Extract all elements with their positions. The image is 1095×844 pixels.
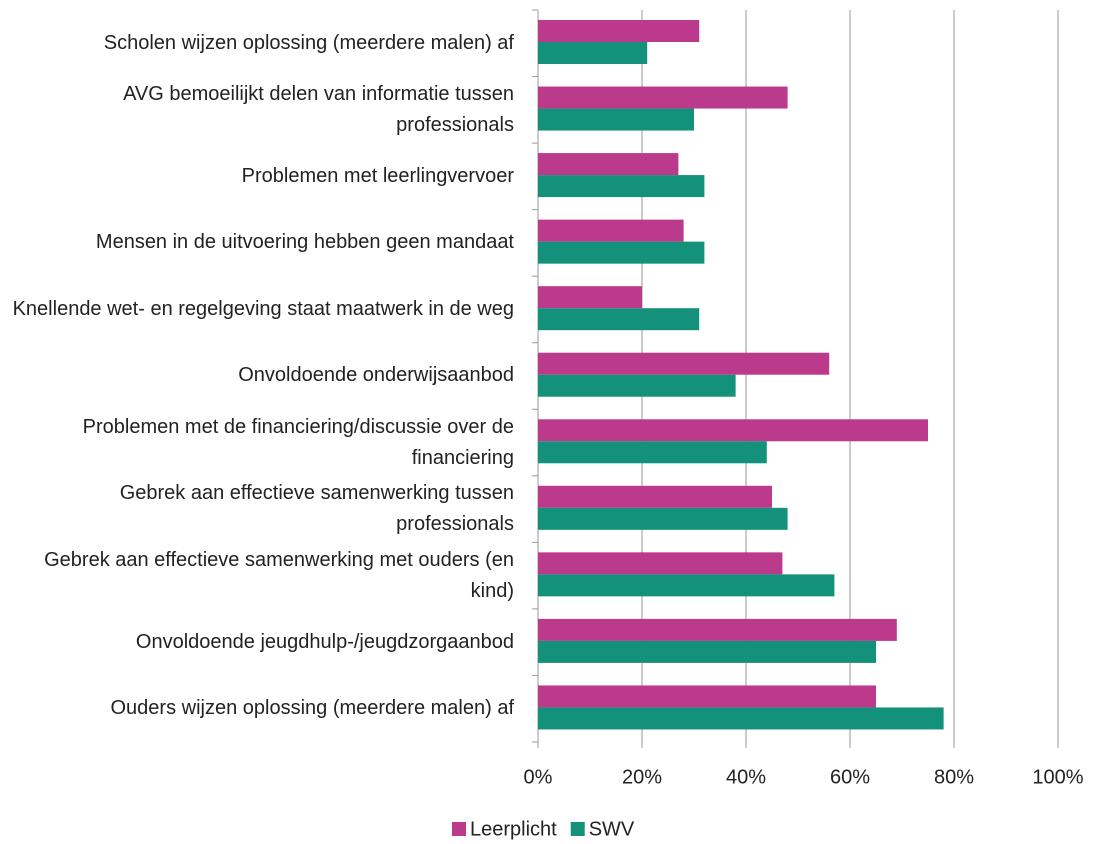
y-tick-label: Ouders wijzen oplossing (meerdere malen)… [110,697,514,720]
legend-label: SWV [589,818,635,840]
bar [538,574,835,597]
bar [538,419,928,442]
y-tick-label: Onvoldoende onderwijsaanbod [238,364,514,387]
y-tick-label: Scholen wijzen oplossing (meerdere malen… [103,31,514,54]
bar [538,640,876,663]
bar [538,241,705,264]
bar [538,42,648,64]
bar [538,352,830,375]
bar [538,20,700,42]
x-tick-label: 80% [934,766,974,788]
x-tick-label: 40% [726,766,766,788]
bar [538,308,700,331]
bar [538,108,694,131]
y-tick-label: Problemen met leerlingvervoer [241,164,514,187]
bar [538,707,944,730]
y-tick-label: Onvoldoende jeugdhulp-/jeugdzorgaanbod [135,630,514,653]
x-tick-label: 60% [830,766,870,788]
bar [538,175,705,198]
bar [538,86,788,109]
x-tick-label: 20% [622,766,662,788]
bar [538,286,642,309]
y-tick-label: Mensen in de uitvoering hebben geen mand… [95,231,514,254]
x-tick-label: 0% [524,766,553,788]
bar [538,219,684,242]
legend-swatch [570,822,585,836]
bar [538,685,876,708]
y-tick-label: Knellende wet- en regelgeving staat maat… [12,297,514,320]
bar [538,374,736,397]
bar [538,552,783,575]
legend-label: Leerplicht [470,818,557,840]
bar [538,485,772,508]
y-tick-label: Gebrek aan effectieve samenwerking met o… [44,548,514,602]
bar [538,618,897,641]
x-tick-label: 100% [1032,766,1083,788]
bar [538,153,679,176]
legend-swatch [452,822,466,836]
bar [538,441,767,464]
y-tick-label: AVG bemoeilijkt delen van informatie tus… [123,82,514,136]
bar [538,507,788,530]
y-tick-label: Gebrek aan effectieve samenwerking tusse… [119,482,514,536]
y-tick-label: Problemen met de financiering/discussie … [82,415,514,469]
